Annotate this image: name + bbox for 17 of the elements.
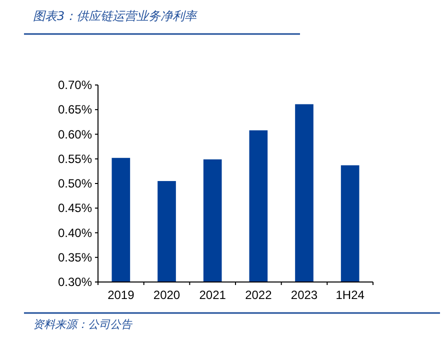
x-tick-label: 1H24 (336, 288, 365, 302)
x-tick-label: 2021 (199, 288, 226, 302)
y-tick-label: 0.65% (58, 102, 92, 117)
y-tick-label: 0.35% (58, 250, 92, 264)
y-tick-label: 0.30% (58, 275, 92, 289)
y-tick-label: 0.60% (58, 127, 92, 142)
text: 资料来源：公司公告 (33, 318, 133, 331)
x-tick-label: 2022 (245, 288, 272, 302)
x-tick-label: 2023 (290, 288, 318, 302)
chart-title: 图表3：供应链运营业务净利率 (33, 9, 199, 23)
x-tick-label: 2020 (153, 288, 180, 302)
y-tick-label: 0.70% (58, 78, 92, 92)
y-tick-label: 0.55% (58, 152, 92, 166)
x-tick-label: 2019 (108, 288, 135, 302)
y-tick-label: 0.40% (58, 226, 92, 240)
y-tick-label: 0.50% (58, 176, 92, 190)
y-tick-label: 0.45% (58, 201, 92, 216)
